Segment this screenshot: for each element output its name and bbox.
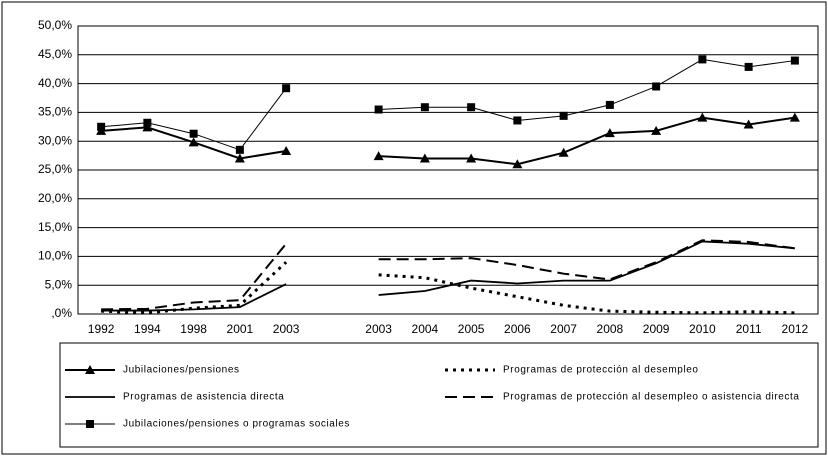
x-tick-label: 2001 [227,322,254,336]
marker [419,153,430,163]
series-line [101,243,287,311]
marker [698,55,707,64]
y-tick-label: 30,0% [38,133,72,147]
legend-marker [86,420,94,428]
marker [282,84,291,93]
y-tick-label: 35,0% [38,105,72,119]
legend-marker [85,365,95,374]
series-line [378,240,795,296]
marker [790,56,799,65]
marker [97,122,106,131]
marker [559,111,568,120]
marker [142,122,153,132]
marker [189,129,198,138]
marker [512,159,523,169]
y-tick-label: 40,0% [38,76,72,90]
marker [789,112,800,122]
marker [652,82,661,91]
series-line [378,116,796,166]
y-tick-label: ,0% [51,306,72,320]
marker [558,147,569,157]
marker [234,153,245,163]
marker [373,151,384,161]
x-tick-label: 2004 [412,322,439,336]
y-tick-label: 50,0% [38,18,72,32]
x-tick-label: 2007 [550,322,577,336]
y-tick-label: 10,0% [38,249,72,263]
x-tick-label: 2011 [736,322,762,336]
legend-box [59,342,819,448]
marker [143,118,152,127]
x-tick-label: 2003 [273,322,300,336]
x-tick-label: 1994 [134,322,161,336]
legend-label: Jubilaciones/pensiones o programas socia… [123,419,350,430]
x-tick-label: 1992 [88,322,115,336]
marker [743,119,754,129]
x-tick-label: 2003 [365,322,392,336]
x-tick-label: 2010 [689,322,716,336]
marker [281,145,292,155]
x-tick-label: 2009 [643,322,670,336]
marker [374,105,383,114]
marker [651,125,662,135]
y-tick-label: 25,0% [38,162,72,176]
x-tick-label: 1998 [180,322,207,336]
x-tick-label: 2008 [597,322,624,336]
marker [697,112,708,122]
series-line [101,261,288,315]
marker [744,62,753,71]
marker [235,145,244,154]
series-line [101,283,287,312]
x-tick-label: 2006 [504,322,531,336]
series-line [378,58,795,121]
legend-label: Programas de protección al desempleo o a… [503,392,800,403]
x-tick-label: 2005 [458,322,485,336]
legend-label: Programas de protección al desempleo [503,365,699,376]
marker [466,153,477,163]
x-tick-label: 2012 [782,322,809,336]
legend-label: Jubilaciones/pensiones [123,365,240,376]
legend-label: Programas de asistencia directa [123,392,284,403]
marker [188,137,199,147]
marker [605,100,614,109]
marker [420,103,429,112]
marker [513,116,522,125]
y-tick-label: 20,0% [38,191,72,205]
series-line [378,239,796,281]
y-tick-label: 45,0% [38,47,72,61]
y-tick-label: 15,0% [38,220,72,234]
marker [604,128,615,138]
marker [467,103,476,112]
y-tick-label: 5,0% [45,277,73,291]
